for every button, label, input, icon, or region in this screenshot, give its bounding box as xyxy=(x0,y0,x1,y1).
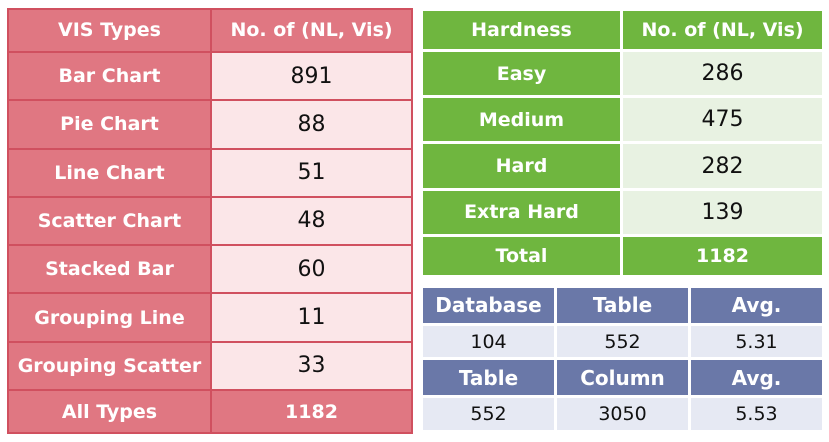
table-row: Scatter Chart 48 xyxy=(7,195,413,247)
avg-tables-per-db: 5.31 xyxy=(688,322,825,361)
table-row: Line Chart 51 xyxy=(7,147,413,198)
hardness-count: 286 xyxy=(620,49,825,99)
vis-type-label: Scatter Chart xyxy=(7,195,212,247)
hardness-label: Easy xyxy=(420,49,623,99)
total-count: 1182 xyxy=(620,233,825,279)
vis-types-table: VIS Types No. of (NL, Vis) Bar Chart 891… xyxy=(7,8,413,434)
hardness-header: Hardness xyxy=(420,7,623,53)
all-types-label: All Types xyxy=(7,389,212,434)
table-header: Table xyxy=(420,357,557,399)
hardness-label: Hard xyxy=(420,141,623,191)
table-row: 104 552 5.31 xyxy=(420,322,825,361)
hardness-count: 475 xyxy=(620,95,825,145)
database-header: Database xyxy=(420,285,557,326)
vis-type-label: Bar Chart xyxy=(7,50,212,102)
vis-type-label: Pie Chart xyxy=(7,99,212,150)
table-row: Extra Hard 139 xyxy=(420,187,825,237)
count-header: No. of (NL, Vis) xyxy=(620,7,825,53)
vis-type-count: 33 xyxy=(210,340,413,392)
hardness-label: Extra Hard xyxy=(420,187,623,237)
table-count: 552 xyxy=(420,395,557,433)
table-row: Stacked Bar 60 xyxy=(7,244,413,295)
table-row: Grouping Scatter 33 xyxy=(7,340,413,392)
vis-type-count: 11 xyxy=(210,292,413,343)
table-row: 552 3050 5.53 xyxy=(420,395,825,433)
all-types-count: 1182 xyxy=(210,389,413,434)
avg-columns-per-table: 5.53 xyxy=(688,395,825,433)
hardness-count: 139 xyxy=(620,187,825,237)
vis-type-count: 891 xyxy=(210,50,413,102)
hardness-count: 282 xyxy=(620,141,825,191)
database-stats-table: Database Table Avg. 104 552 5.31 Table C… xyxy=(420,285,825,433)
avg-header: Avg. xyxy=(688,357,825,399)
table-row: Bar Chart 891 xyxy=(7,50,413,102)
table-header-row: Hardness No. of (NL, Vis) xyxy=(420,7,825,53)
table-count: 552 xyxy=(554,322,691,361)
table-row: Hard 282 xyxy=(420,141,825,191)
database-count: 104 xyxy=(420,322,557,361)
hardness-label: Medium xyxy=(420,95,623,145)
table-header-row: Table Column Avg. xyxy=(420,357,825,399)
table-total-row: All Types 1182 xyxy=(7,389,413,434)
table-row: Easy 286 xyxy=(420,49,825,99)
hardness-table: Hardness No. of (NL, Vis) Easy 286 Mediu… xyxy=(420,7,825,279)
vis-type-label: Grouping Scatter xyxy=(7,340,212,392)
vis-type-label: Stacked Bar xyxy=(7,244,212,295)
total-label: Total xyxy=(420,233,623,279)
count-header: No. of (NL, Vis) xyxy=(210,8,413,53)
vis-type-count: 60 xyxy=(210,244,413,295)
table-row: Medium 475 xyxy=(420,95,825,145)
column-count: 3050 xyxy=(554,395,691,433)
table-row: Pie Chart 88 xyxy=(7,99,413,150)
table-row: Grouping Line 11 xyxy=(7,292,413,343)
avg-header: Avg. xyxy=(688,285,825,326)
vis-type-label: Grouping Line xyxy=(7,292,212,343)
vis-type-count: 51 xyxy=(210,147,413,198)
vis-type-count: 88 xyxy=(210,99,413,150)
vis-type-count: 48 xyxy=(210,195,413,247)
table-header: Table xyxy=(554,285,691,326)
table-header-row: VIS Types No. of (NL, Vis) xyxy=(7,8,413,53)
vis-types-header: VIS Types xyxy=(7,8,212,53)
column-header: Column xyxy=(554,357,691,399)
table-total-row: Total 1182 xyxy=(420,233,825,279)
table-header-row: Database Table Avg. xyxy=(420,285,825,326)
vis-type-label: Line Chart xyxy=(7,147,212,198)
